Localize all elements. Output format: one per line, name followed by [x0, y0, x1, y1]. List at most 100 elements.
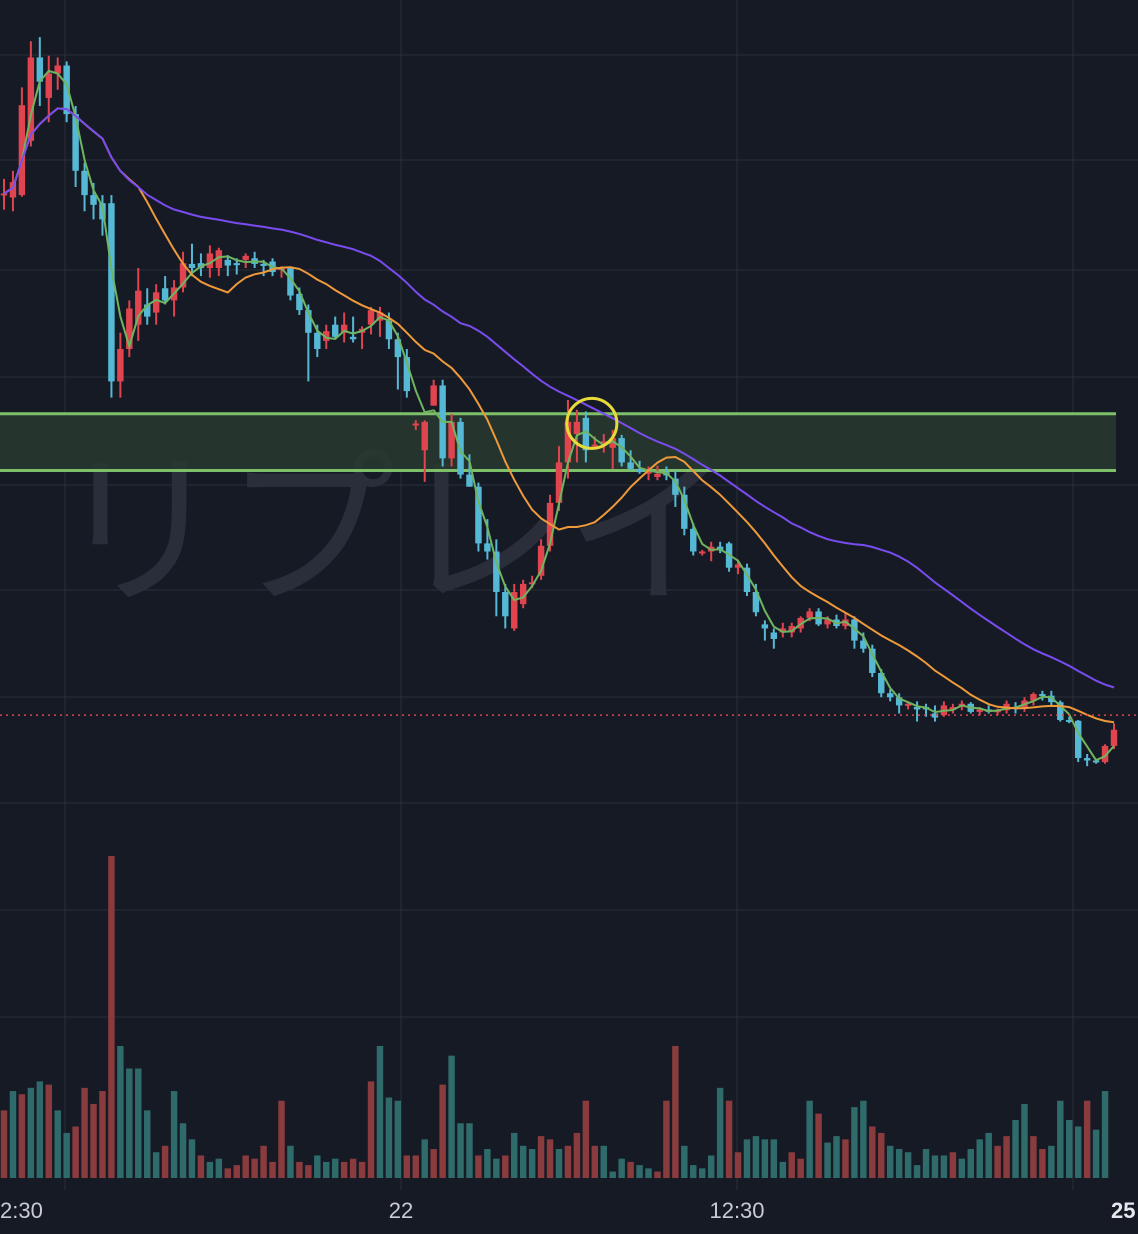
- volume-bar: [188, 1139, 196, 1178]
- candle-body: [672, 478, 679, 495]
- candle-body: [690, 528, 697, 552]
- volume-bar: [555, 1149, 563, 1178]
- candle-body: [242, 255, 249, 260]
- volume-bar: [376, 1045, 384, 1178]
- candle-body: [108, 203, 115, 382]
- volume-bar: [878, 1132, 885, 1178]
- volume-bar: [305, 1165, 312, 1178]
- candle-body: [600, 441, 607, 444]
- candle-body: [394, 339, 402, 358]
- volume-bar: [1039, 1149, 1046, 1178]
- candle-body: [681, 494, 688, 529]
- candle-body: [618, 438, 625, 463]
- volume-bar: [922, 1149, 930, 1178]
- volume-bar: [323, 1161, 330, 1178]
- candle-body: [287, 268, 294, 296]
- candle-body: [761, 624, 769, 629]
- volume-bar: [448, 1055, 455, 1178]
- candle-body: [860, 640, 867, 649]
- volume-bar: [537, 1136, 545, 1178]
- candle-body: [45, 73, 52, 98]
- candle-body: [716, 546, 724, 550]
- volume-bar: [421, 1139, 428, 1178]
- volume-bar: [645, 1168, 652, 1178]
- volume-bar: [287, 1145, 294, 1178]
- candle-body: [385, 320, 393, 340]
- volume-bar: [430, 1149, 437, 1178]
- volume-bar: [314, 1155, 321, 1178]
- candle-body: [144, 304, 151, 317]
- volume-bar: [269, 1161, 276, 1178]
- grid-lines: [0, 0, 1138, 1190]
- volume-bar: [457, 1123, 464, 1178]
- ma-mid-line: [3, 107, 1115, 724]
- candle-body: [1066, 719, 1073, 722]
- volume-bar: [904, 1152, 912, 1178]
- volume-bar: [949, 1152, 957, 1178]
- candle-body: [609, 438, 616, 448]
- candle-body: [591, 444, 599, 447]
- volume-bar: [860, 1100, 867, 1178]
- candle-body: [779, 628, 787, 633]
- candle-body: [1039, 694, 1046, 697]
- volume-bar: [72, 1126, 79, 1178]
- volume-bar: [36, 1081, 44, 1178]
- volume-bar: [931, 1155, 939, 1178]
- candle-body: [895, 697, 903, 706]
- volume-bar: [296, 1161, 303, 1178]
- volume-bar: [206, 1161, 214, 1178]
- volume-bar: [466, 1123, 473, 1178]
- candle-body: [448, 421, 455, 459]
- volume-bar: [564, 1145, 572, 1178]
- volume-bar: [958, 1158, 966, 1178]
- candle-body: [851, 619, 858, 641]
- candle-body: [904, 703, 912, 706]
- volume-bar: [1074, 1126, 1082, 1178]
- candle-body: [466, 474, 473, 487]
- volume-bar: [1101, 1091, 1109, 1178]
- candle-body: [117, 349, 124, 382]
- candle-body: [179, 263, 187, 288]
- volume-bar: [475, 1155, 482, 1178]
- volume-bar: [278, 1100, 285, 1178]
- candle-body: [18, 105, 26, 196]
- volume-bar: [707, 1155, 715, 1178]
- candle-body: [636, 468, 643, 473]
- volume-bar: [502, 1155, 509, 1178]
- volume-bar: [367, 1081, 375, 1178]
- volume-bar: [99, 1091, 106, 1178]
- volume-bar: [770, 1139, 778, 1178]
- volume-bar: [412, 1155, 419, 1178]
- volume-bar: [9, 1091, 17, 1178]
- volume-bar: [161, 1145, 169, 1178]
- candle-body: [752, 592, 760, 613]
- volume-bar: [761, 1139, 769, 1178]
- volume-bar: [349, 1158, 357, 1178]
- volume-bar: [1083, 1100, 1091, 1178]
- volume-bar: [815, 1113, 822, 1178]
- candle-body: [27, 57, 35, 141]
- candle-body: [502, 592, 509, 617]
- volume-bar: [681, 1145, 688, 1178]
- volume-bar: [824, 1142, 831, 1178]
- volume-bar: [340, 1161, 348, 1178]
- candle-body: [1074, 720, 1082, 759]
- candle-body: [314, 332, 321, 349]
- volume-bar: [331, 1158, 339, 1178]
- candle-body: [564, 421, 572, 463]
- volume-bar: [81, 1087, 88, 1178]
- volume-bar: [18, 1094, 26, 1178]
- candle-body: [161, 288, 169, 301]
- candle-body: [699, 551, 706, 554]
- volume-bar: [573, 1132, 581, 1178]
- candle-body: [824, 619, 831, 625]
- volume-bar: [788, 1152, 795, 1178]
- candle-body: [188, 263, 196, 268]
- candle-body: [573, 421, 581, 435]
- volume-bar: [135, 1068, 142, 1178]
- x-tick-label: 25: [1111, 1198, 1135, 1223]
- candle-body: [886, 693, 894, 698]
- volume-bar: [743, 1139, 751, 1178]
